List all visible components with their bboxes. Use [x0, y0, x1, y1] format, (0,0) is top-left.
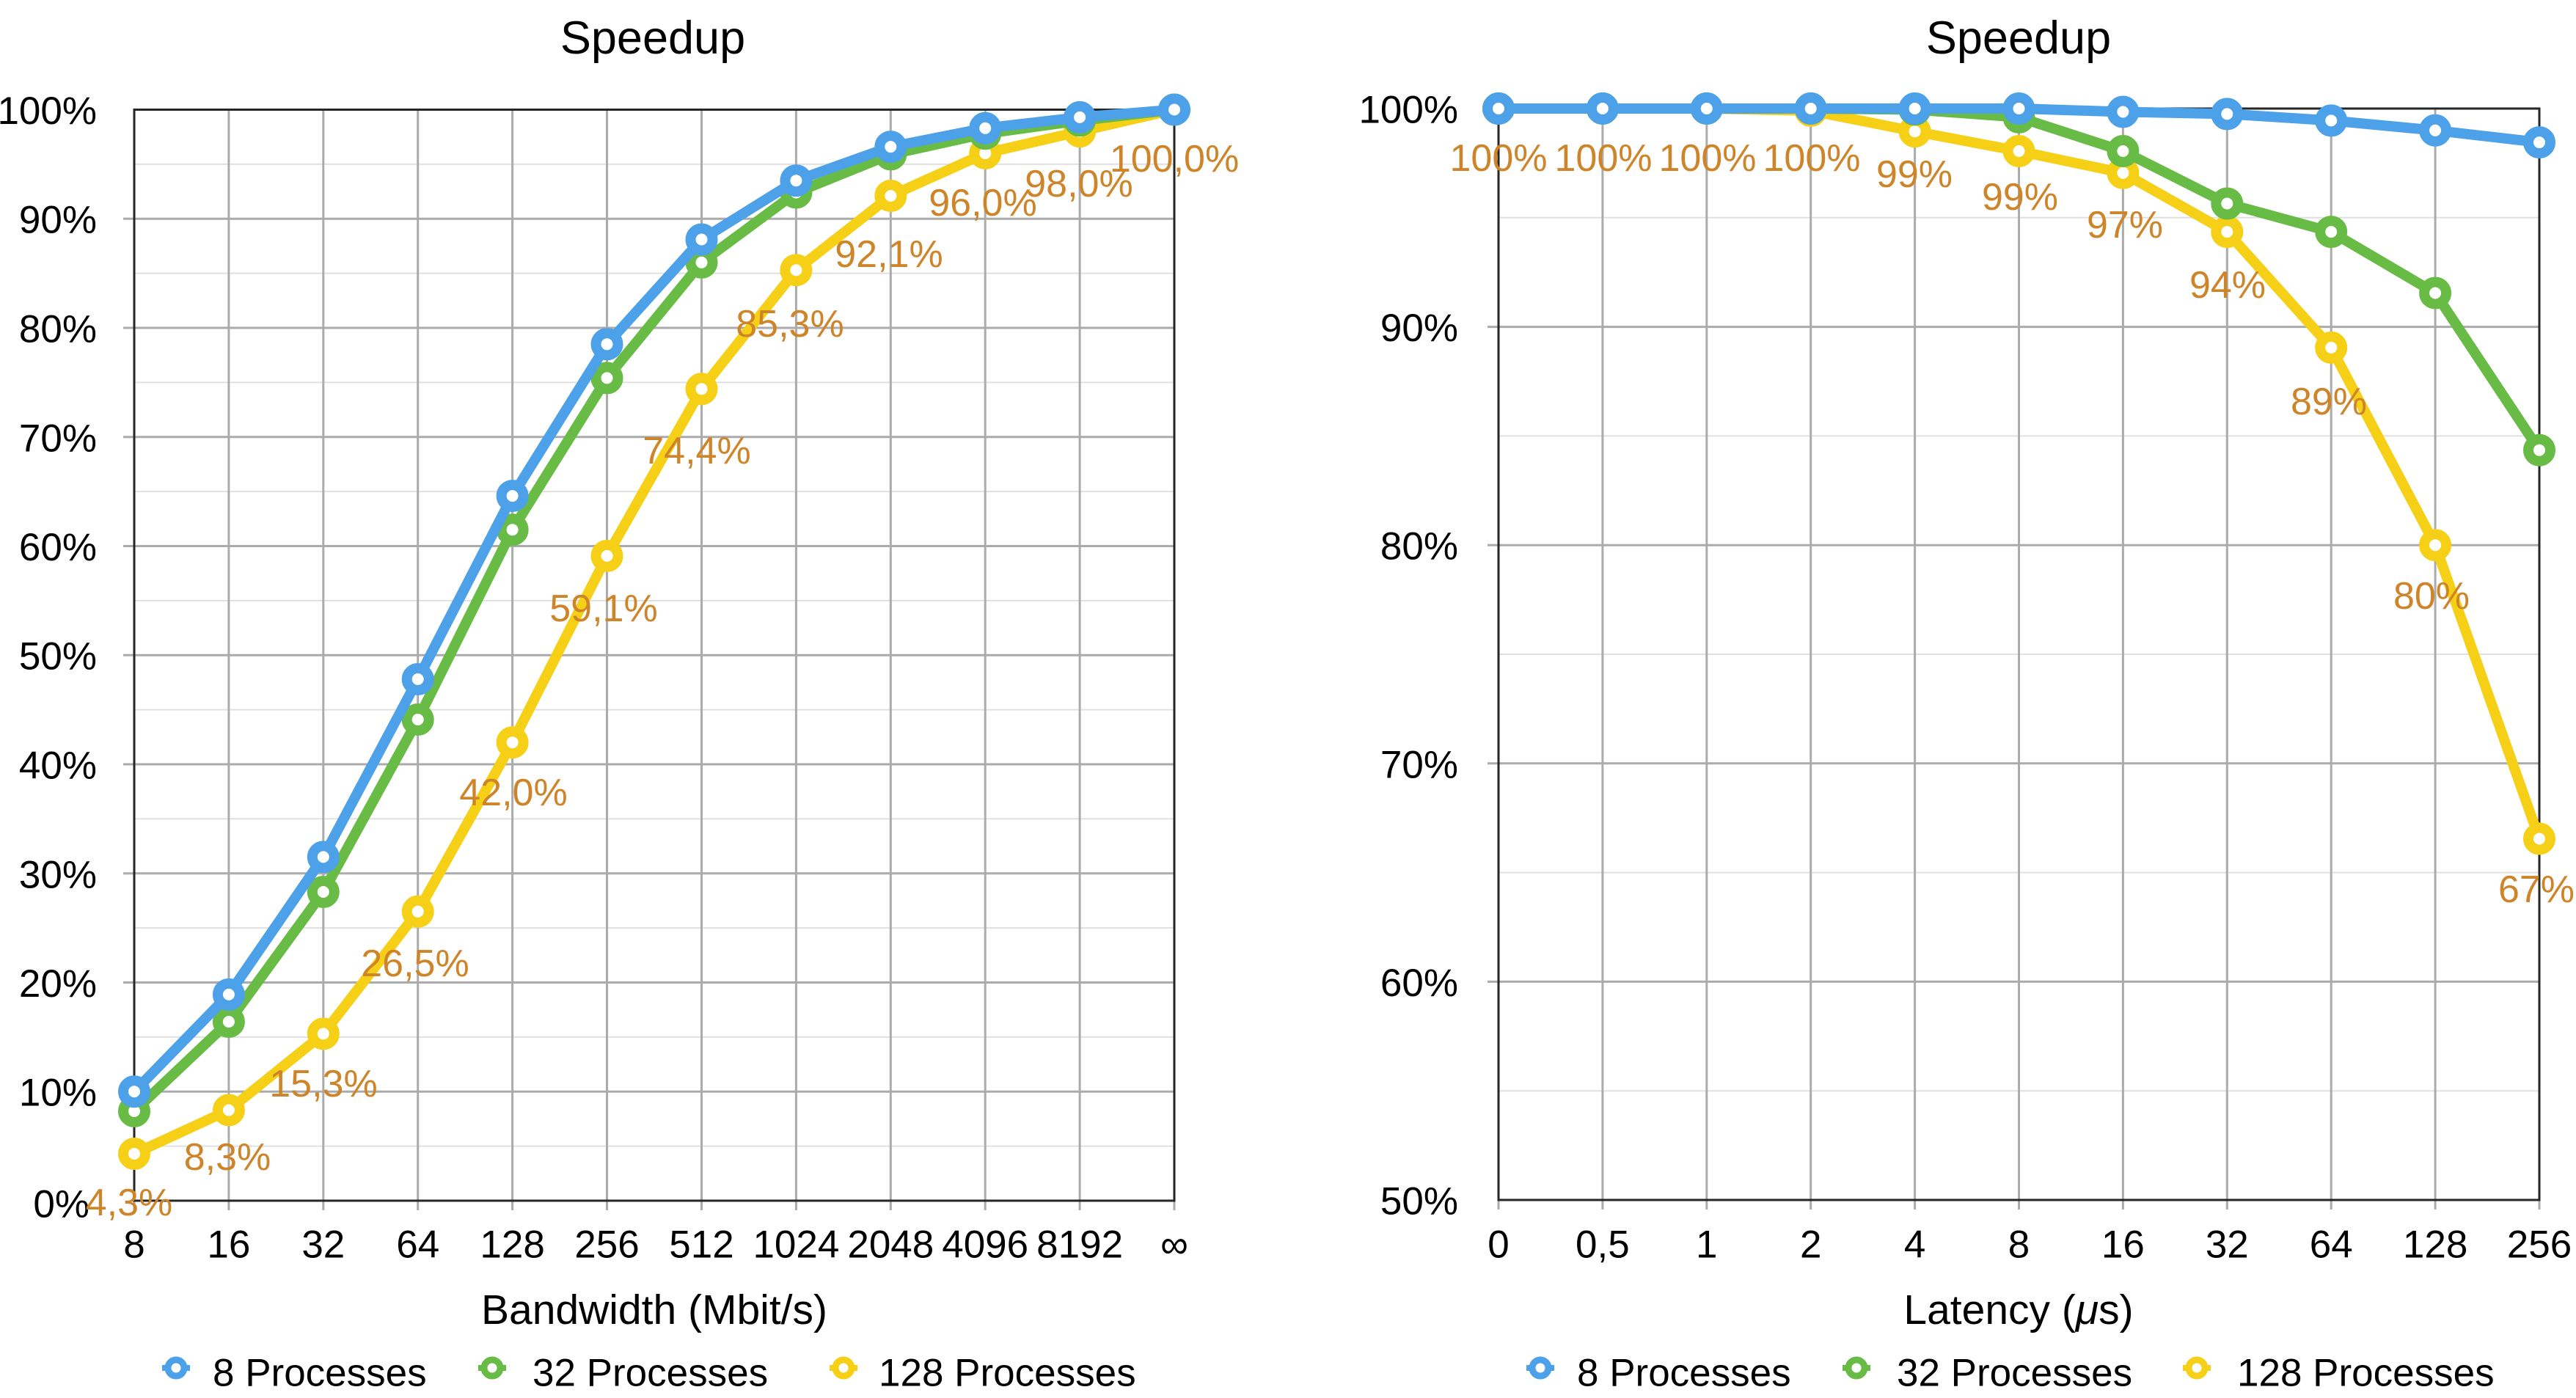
svg-text:74,4%: 74,4% [643, 430, 750, 472]
svg-text:60%: 60% [1380, 962, 1458, 1005]
svg-text:99%: 99% [1982, 176, 2058, 219]
svg-text:128 Processes: 128 Processes [879, 1352, 1136, 1395]
svg-text:20%: 20% [19, 962, 97, 1006]
svg-text:8192: 8192 [1036, 1223, 1123, 1267]
svg-text:40%: 40% [19, 744, 97, 788]
svg-text:0: 0 [1488, 1223, 1509, 1267]
svg-text:128: 128 [2403, 1223, 2467, 1267]
svg-text:60%: 60% [19, 526, 97, 569]
svg-text:0,5: 0,5 [1576, 1223, 1630, 1267]
svg-text:100%: 100% [1450, 137, 1548, 180]
svg-text:100%: 100% [1358, 89, 1458, 132]
svg-text:15,3%: 15,3% [269, 1063, 377, 1105]
svg-text:70%: 70% [19, 417, 97, 460]
svg-text:100%: 100% [0, 89, 97, 133]
svg-text:8: 8 [123, 1223, 144, 1267]
svg-text:42,0%: 42,0% [459, 772, 567, 814]
svg-text:67%: 67% [2498, 868, 2575, 911]
svg-text:80%: 80% [2393, 575, 2470, 618]
svg-text:90%: 90% [19, 199, 97, 242]
svg-text:30%: 30% [19, 853, 97, 896]
svg-text:99%: 99% [1876, 153, 1953, 196]
svg-text:8,3%: 8,3% [184, 1136, 271, 1179]
svg-text:100%: 100% [1555, 137, 1653, 180]
svg-text:4096: 4096 [942, 1223, 1028, 1267]
svg-text:4: 4 [1904, 1223, 1925, 1267]
svg-text:70%: 70% [1380, 743, 1458, 786]
svg-text:Latency (μs): Latency (μs) [1903, 1287, 2133, 1333]
svg-text:8 Processes: 8 Processes [213, 1352, 427, 1395]
svg-text:32: 32 [301, 1223, 345, 1267]
svg-text:2048: 2048 [847, 1223, 934, 1267]
svg-text:Bandwidth (Mbit/s): Bandwidth (Mbit/s) [481, 1287, 827, 1333]
svg-text:92,1%: 92,1% [835, 233, 943, 276]
svg-text:64: 64 [2310, 1223, 2353, 1267]
svg-text:1: 1 [1696, 1223, 1717, 1267]
svg-text:128 Processes: 128 Processes [2237, 1352, 2495, 1395]
svg-text:96,0%: 96,0% [929, 182, 1036, 224]
svg-text:32 Processes: 32 Processes [533, 1352, 768, 1395]
svg-text:Speedup: Speedup [560, 12, 745, 64]
svg-text:4,3%: 4,3% [86, 1182, 173, 1224]
svg-text:256: 256 [574, 1223, 639, 1267]
svg-text:50%: 50% [19, 635, 97, 678]
svg-text:10%: 10% [19, 1072, 97, 1115]
svg-text:100%: 100% [1763, 137, 1861, 180]
svg-text:∞: ∞ [1160, 1223, 1188, 1267]
svg-text:89%: 89% [2291, 381, 2367, 423]
svg-text:1024: 1024 [753, 1223, 839, 1267]
svg-text:512: 512 [669, 1223, 733, 1267]
svg-text:90%: 90% [1380, 307, 1458, 350]
svg-text:64: 64 [396, 1223, 439, 1267]
svg-text:2: 2 [1800, 1223, 1821, 1267]
svg-text:8 Processes: 8 Processes [1577, 1352, 1791, 1395]
svg-text:80%: 80% [19, 308, 97, 351]
svg-text:85,3%: 85,3% [736, 303, 844, 345]
svg-text:98,0%: 98,0% [1025, 163, 1133, 205]
svg-text:97%: 97% [2087, 204, 2163, 246]
svg-text:8: 8 [2008, 1223, 2030, 1267]
svg-text:32 Processes: 32 Processes [1897, 1352, 2132, 1395]
svg-text:80%: 80% [1380, 525, 1458, 568]
svg-text:100%: 100% [1659, 137, 1757, 180]
svg-text:256: 256 [2507, 1223, 2572, 1267]
svg-text:0%: 0% [33, 1183, 89, 1226]
svg-text:100,0%: 100,0% [1110, 138, 1239, 180]
svg-text:50%: 50% [1380, 1180, 1458, 1223]
svg-text:94%: 94% [2189, 264, 2266, 307]
svg-text:16: 16 [2101, 1223, 2145, 1267]
svg-text:32: 32 [2206, 1223, 2249, 1267]
svg-text:Speedup: Speedup [1926, 12, 2111, 64]
svg-text:128: 128 [480, 1223, 544, 1267]
svg-text:59,1%: 59,1% [549, 588, 657, 630]
svg-text:26,5%: 26,5% [361, 943, 469, 985]
svg-text:16: 16 [207, 1223, 250, 1267]
